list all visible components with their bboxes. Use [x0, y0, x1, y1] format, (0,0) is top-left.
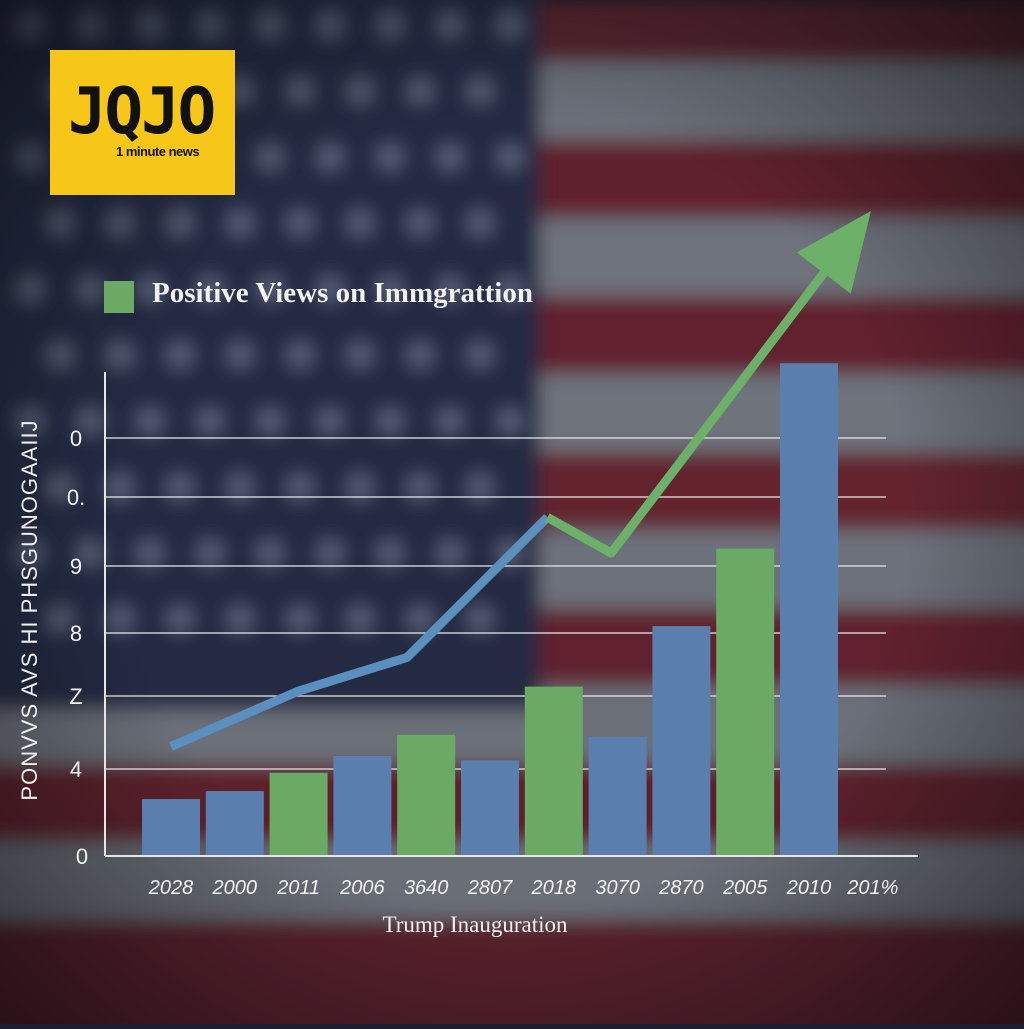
x-tick-label: 2005: [722, 877, 768, 899]
y-tick-label: 0: [70, 426, 82, 451]
y-axis-title-text: PONVVS AVS HI PHSGUNOGAAIIJ: [17, 419, 42, 801]
bars: [142, 363, 838, 856]
trend-line-green-segment: [545, 222, 864, 558]
x-tick-label: 2028: [148, 877, 194, 899]
y-tick-labels: 0 4 Z 8 9 0. 0: [67, 426, 88, 869]
x-tick-label: 2010: [786, 877, 832, 899]
bar-2011: [269, 772, 328, 856]
x-tick-label: 201%: [846, 877, 898, 899]
brand-logo: JQJO 1 minute news: [50, 50, 235, 195]
bar-3640: [397, 734, 456, 856]
x-axis-title: Trump Inauguration: [382, 912, 568, 937]
bar-2000: [205, 791, 264, 856]
bar-2028: [142, 799, 200, 856]
x-tick-label: 3640: [404, 877, 449, 899]
x-tick-label: 2000: [212, 877, 258, 899]
bar-2006: [333, 755, 392, 856]
bar-2807: [461, 760, 519, 856]
x-tick-label: 2011: [276, 877, 320, 899]
logo-wordmark: JQJO: [68, 75, 216, 149]
y-tick-label: Z: [69, 684, 82, 709]
y-tick-label: 8: [70, 621, 82, 646]
bar-2010: [780, 363, 838, 856]
bar-2005: [716, 548, 775, 856]
x-tick-labels: 2028 2000 2011 2006 3640 2807 2018 3070 2870 2005…: [148, 877, 899, 899]
bar-3070: [588, 737, 647, 856]
x-tick-label: 2807: [467, 877, 513, 899]
trend-arrow-head: [796, 210, 871, 294]
x-tick-label: 3070: [595, 877, 640, 899]
y-tick-label: 0: [76, 844, 88, 869]
axes: [104, 372, 918, 857]
trend-line: [169, 210, 871, 751]
legend-swatch-green: [104, 281, 134, 313]
y-tick-label: 0.: [67, 485, 85, 510]
x-tick-label: 2018: [531, 877, 577, 899]
y-tick-label: 9: [70, 554, 82, 579]
x-tick-label: 2870: [658, 877, 704, 899]
y-tick-label: 4: [70, 757, 82, 782]
x-tick-label: 2006: [339, 877, 385, 899]
trend-line-blue-segment: [169, 514, 551, 751]
logo-tagline: 1 minute news: [116, 144, 200, 159]
bar-2018: [524, 686, 583, 856]
bar-2870: [652, 626, 711, 856]
legend-label: Positive Views on Immgrattion: [152, 277, 533, 309]
